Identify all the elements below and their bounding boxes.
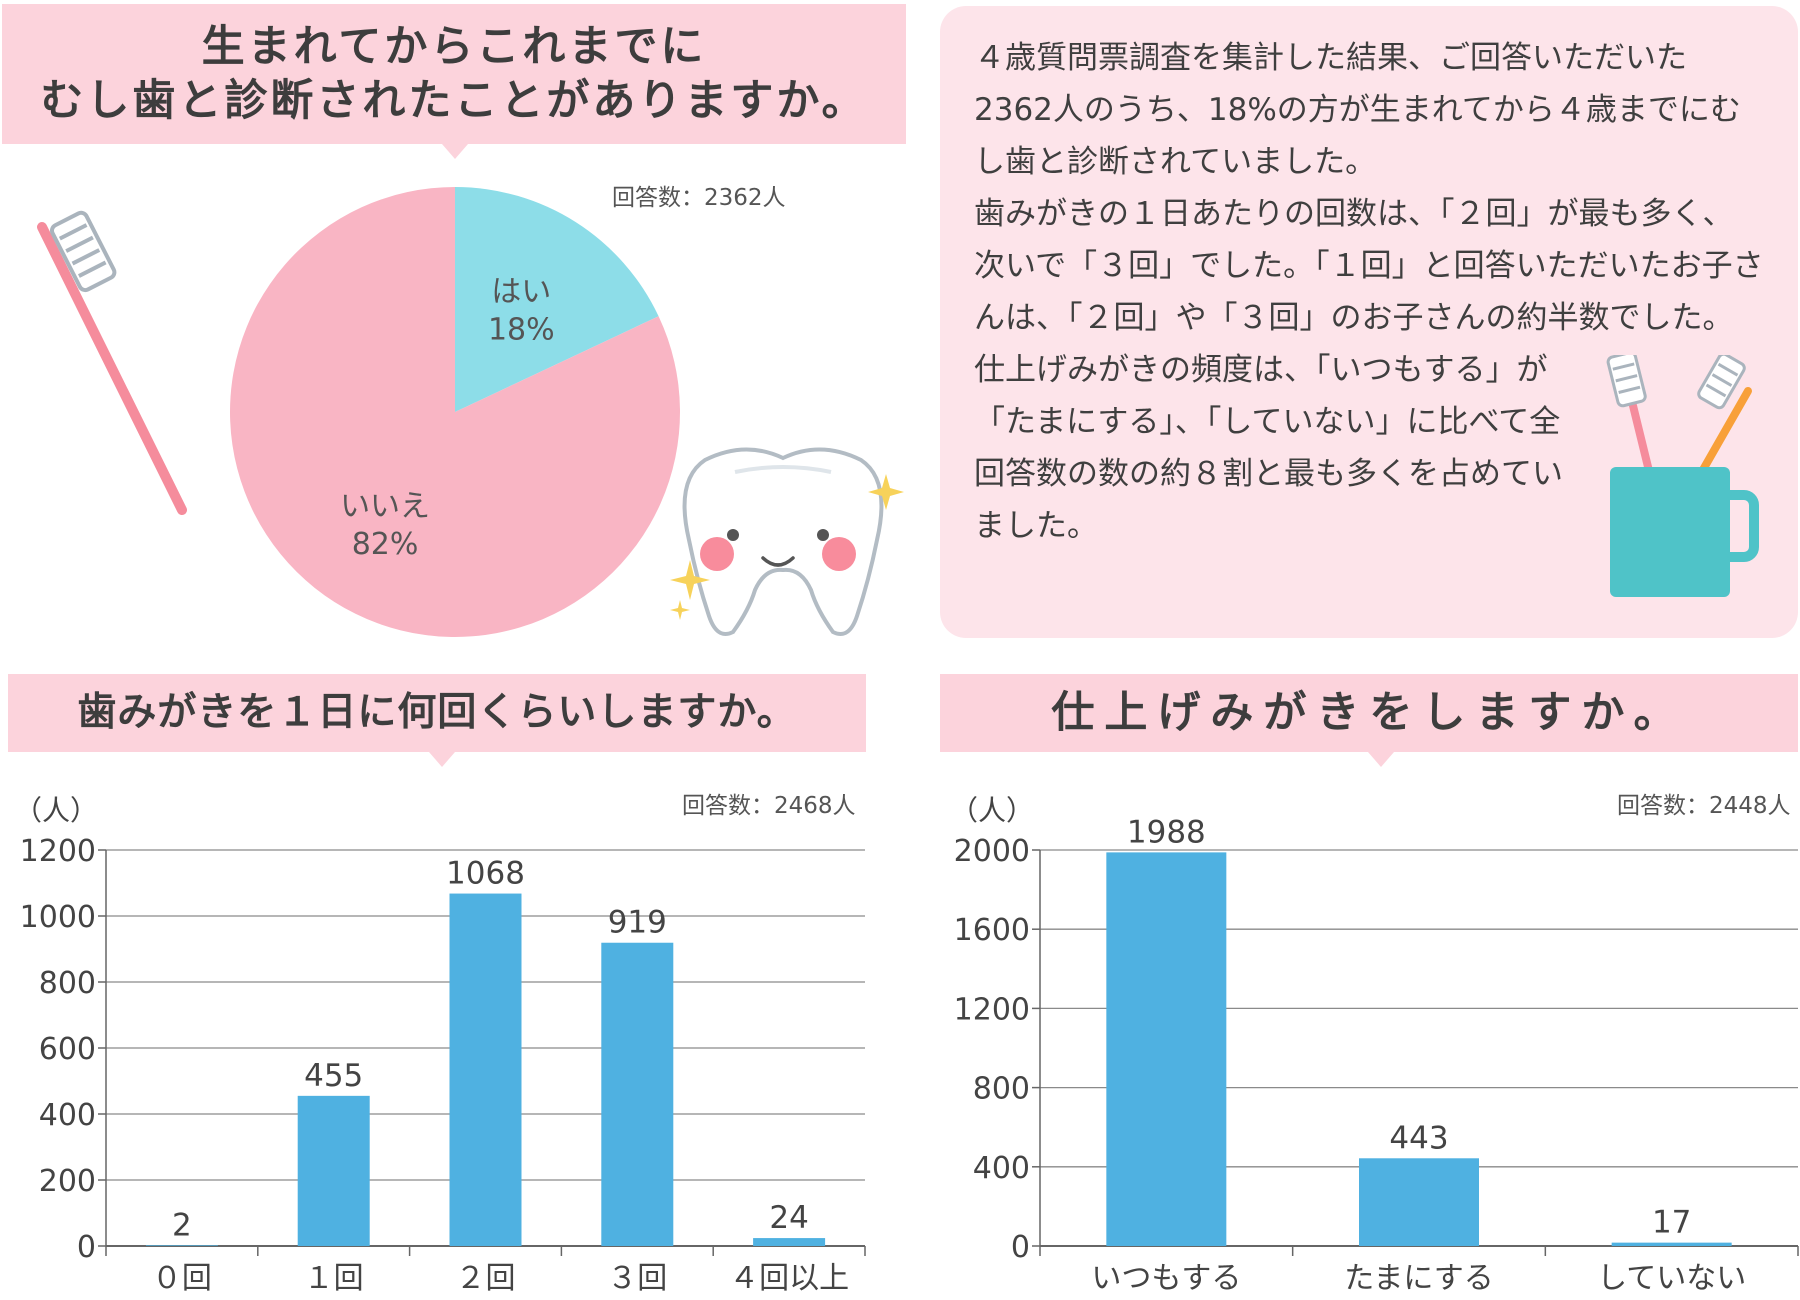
y-tick-label: 200: [39, 1164, 96, 1199]
y-tick-label: 1200: [20, 834, 96, 869]
y-tick-label: 2000: [954, 834, 1030, 869]
finishing-brushing-question: 仕上げみがきをしますか。: [1051, 688, 1687, 738]
pie-response-count: 回答数：2362人: [612, 185, 786, 211]
bar: [601, 942, 674, 1246]
pie-chart-question-banner: 生まれてからこれまでに むし歯と診断されたことがありますか。: [2, 4, 906, 159]
summary-paragraph-2: 歯みがきの１日あたりの回数は、「２回」が最も多く、次いで「３回」でした。「１回」…: [974, 196, 1764, 336]
toothbrush-cup-icon: [1606, 355, 1759, 597]
toothbrush-icon: [37, 210, 187, 515]
x-category-label: ３回: [607, 1261, 667, 1296]
summary-paragraph-3: 仕上げみがきの頻度は、「いつもする」が「たまにする」、「していない」に比べて全回…: [974, 352, 1563, 544]
x-category-label: ２回: [456, 1261, 516, 1296]
x-category-label: ０回: [152, 1261, 212, 1296]
pie-slice-yes: [455, 187, 659, 412]
y-tick-label: 0: [77, 1230, 96, 1265]
x-category-label: いつもする: [1091, 1261, 1241, 1296]
x-category-label: たまにする: [1344, 1261, 1493, 1296]
y-tick-label: 400: [39, 1098, 96, 1133]
pie-slice-percent: 82%: [352, 527, 419, 562]
finishing-brushing-banner: 仕上げみがきをしますか。: [940, 674, 1798, 767]
bar-value-label: 443: [1389, 1120, 1448, 1156]
y-tick-label: 600: [39, 1032, 96, 1067]
y-tick-label: 0: [1011, 1230, 1030, 1265]
x-category-label: ４回以上: [729, 1261, 849, 1296]
pie-slice-label: いいえ: [340, 489, 430, 524]
y-tick-label: 1200: [954, 992, 1030, 1027]
y-tick-label: 1000: [20, 900, 96, 935]
brushing-response-count: 回答数：2468人: [682, 793, 856, 819]
y-tick-label: 400: [973, 1151, 1030, 1186]
bar-value-label: 455: [304, 1058, 363, 1094]
bar: [449, 893, 522, 1246]
bar-value-label: 1988: [1127, 814, 1206, 850]
bar: [753, 1238, 826, 1246]
pie-question-line1: 生まれてからこれまでに: [201, 22, 707, 72]
pie-slice-percent: 18%: [488, 313, 555, 348]
finishing-brushing-bar-chart: （人） 0 400 800 1200 1600 2000 1988 いつもする 443 たまにする 1…: [950, 794, 1799, 1296]
finishing-response-count: 回答数：2448人: [1617, 793, 1791, 819]
bar: [1359, 1158, 1479, 1246]
bar-value-label: 2: [172, 1207, 192, 1243]
sparkle-icon: [868, 474, 904, 510]
bar-value-label: 17: [1652, 1205, 1691, 1241]
summary-paragraph-1: ４歳質問票調査を集計した結果、ご回答いただいた2362人のうち、18%の方が生ま…: [974, 40, 1741, 180]
x-category-label: していない: [1597, 1261, 1746, 1296]
bar: [1106, 852, 1227, 1246]
y-tick-label: 800: [973, 1072, 1030, 1107]
y-axis-unit-label: （人）: [950, 794, 1034, 827]
bar-value-label: 919: [608, 905, 667, 941]
sparkle-icon: [670, 560, 710, 620]
y-tick-label: 800: [39, 966, 96, 1001]
bar: [145, 1245, 218, 1246]
x-category-label: １回: [304, 1261, 364, 1296]
bar-value-label: 24: [769, 1200, 808, 1236]
y-tick-label: 1600: [954, 913, 1030, 948]
bar-value-label: 1068: [446, 856, 525, 892]
brushing-frequency-bar-chart: （人） 0 200 400 600 800 1000 1200 2 ０回 455 １回 1068 ２回 91…: [14, 794, 866, 1296]
pie-question-line2: むし歯と診断されたことがありますか。: [40, 76, 868, 126]
pie-slice-no: [229, 187, 680, 638]
tooth-character-icon: [682, 447, 884, 636]
brushing-frequency-banner: 歯みがきを１日に何回くらいしますか。: [8, 674, 866, 767]
brushing-frequency-question: 歯みがきを１日に何回くらいしますか。: [77, 690, 797, 735]
pie-slice-label: はい: [491, 275, 551, 310]
bar: [1611, 1242, 1732, 1246]
y-axis-unit-label: （人）: [14, 794, 98, 827]
bar: [297, 1095, 370, 1246]
